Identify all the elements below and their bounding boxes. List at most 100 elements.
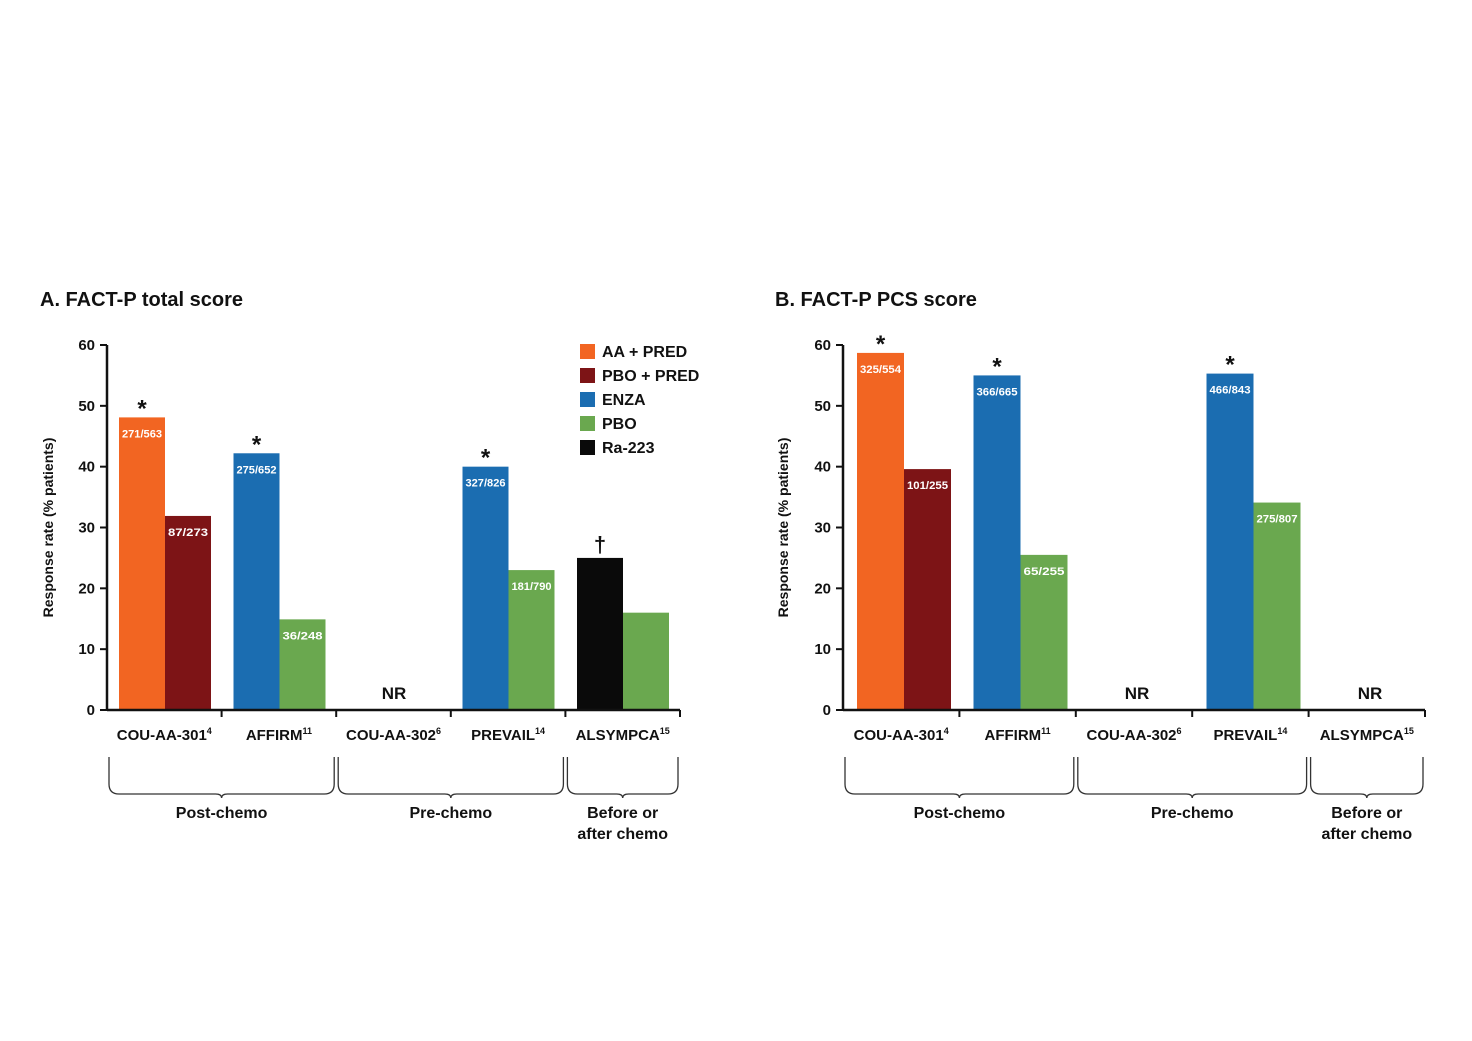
x-tick-label-name: PREVAIL: [1213, 727, 1277, 744]
x-tick-label-reference: 4: [207, 726, 212, 736]
x-tick-label-reference: 11: [302, 726, 312, 736]
x-tick-label-name: ALSYMPCA: [576, 727, 660, 744]
y-tick-label: 0: [87, 702, 95, 719]
bar-aa-pred: [857, 352, 904, 710]
y-axis-label: Response rate (% patients): [40, 438, 56, 618]
bar-data-label: 366/665: [977, 386, 1018, 398]
legend-label: Ra-223: [602, 440, 655, 457]
x-tick-label-name: AFFIRM: [246, 727, 303, 744]
not-reported-label: NR: [1125, 684, 1150, 703]
group-label: Before or after chemo: [577, 805, 668, 843]
x-tick-label: COU-AA-3014: [117, 726, 212, 744]
significance-asterisk: *: [252, 431, 262, 458]
significance-asterisk: *: [876, 331, 886, 358]
group-label-line: after chemo: [577, 826, 668, 843]
bar-data-label: 327/826: [466, 478, 506, 490]
bar-data-label: 87/273: [168, 527, 208, 539]
legend-label: ENZA: [602, 392, 646, 409]
group-label-line: Pre-chemo: [409, 805, 492, 822]
x-tick-label-name: PREVAIL: [471, 727, 535, 744]
group-label-line: Post-chemo: [914, 805, 1006, 822]
bar-pbo: [1020, 554, 1068, 710]
bar-pbo: [279, 619, 326, 710]
significance-dagger: †: [594, 532, 606, 557]
x-tick-label-name: COU-AA-302: [1086, 727, 1176, 744]
significance-asterisk: *: [137, 395, 147, 422]
x-tick-label-reference: 15: [1404, 726, 1414, 736]
bar-data-label: 325/554: [860, 364, 902, 376]
x-tick-label: PREVAIL14: [471, 726, 545, 744]
group-brace: [1077, 757, 1308, 799]
bar-pbo: [623, 612, 669, 710]
group-label: Post-chemo: [914, 805, 1006, 822]
x-tick-label-reference: 14: [535, 726, 545, 736]
y-tick-label: 20: [78, 580, 95, 597]
group-brace: [108, 757, 335, 799]
bar-data-label: 275/652: [237, 464, 277, 476]
group-label: Pre-chemo: [1151, 805, 1234, 822]
x-tick-label: COU-AA-3026: [1086, 726, 1181, 744]
x-tick-label-name: COU-AA-301: [854, 727, 944, 744]
bar-enza: [1206, 373, 1254, 710]
x-tick-label-reference: 6: [436, 726, 441, 736]
legend-label: PBO: [602, 416, 637, 433]
x-tick-label: COU-AA-3026: [346, 726, 441, 744]
group-label: Before or after chemo: [1321, 805, 1412, 843]
bar-data-label: 36/248: [283, 630, 323, 642]
x-tick-label-name: COU-AA-301: [117, 727, 207, 744]
group-brace: [566, 757, 679, 799]
bar-enza: [973, 375, 1021, 710]
y-tick-label: 30: [814, 520, 831, 537]
significance-asterisk: *: [992, 353, 1002, 380]
chart-title: A. FACT-P total score: [40, 289, 243, 311]
group-label-line: Before or: [1331, 805, 1402, 822]
not-reported-label: NR: [1358, 684, 1383, 703]
x-tick-label-name: ALSYMPCA: [1320, 727, 1404, 744]
y-tick-label: 20: [814, 580, 831, 597]
x-tick-label-reference: 15: [660, 726, 670, 736]
bar-enza: [462, 466, 509, 710]
x-tick-label-reference: 11: [1041, 726, 1051, 736]
bar-pbo: [508, 570, 555, 710]
y-tick-label: 10: [78, 641, 95, 658]
bar-data-label: 65/255: [1024, 566, 1065, 578]
not-reported-label: NR: [382, 684, 407, 703]
x-tick-label-reference: 4: [944, 726, 949, 736]
y-tick-label: 40: [814, 459, 831, 476]
bar-data-label: 466/843: [1210, 385, 1251, 397]
y-tick-label: 60: [814, 337, 831, 354]
y-tick-label: 50: [814, 398, 831, 415]
x-tick-label: PREVAIL14: [1213, 726, 1287, 744]
y-axis-label: Response rate (% patients): [775, 438, 791, 618]
bar-pbo-pred: [165, 515, 211, 710]
x-tick-label: COU-AA-3014: [854, 726, 949, 744]
bar-enza: [233, 453, 280, 710]
bar-data-label: 271/563: [122, 428, 162, 440]
group-label: Pre-chemo: [409, 805, 492, 822]
bar-data-label: 275/807: [1257, 514, 1298, 526]
significance-asterisk: *: [1225, 352, 1235, 379]
group-label-line: Pre-chemo: [1151, 805, 1234, 822]
bar-ra-223: [577, 557, 623, 710]
legend-swatch: [580, 416, 595, 431]
legend-swatch: [580, 392, 595, 407]
bar-pbo-pred: [904, 469, 951, 710]
x-tick-label: AFFIRM11: [985, 726, 1051, 744]
significance-asterisk: *: [481, 445, 491, 472]
group-label: Post-chemo: [176, 805, 268, 822]
legend-label: AA + PRED: [602, 344, 687, 361]
x-tick-label: ALSYMPCA15: [1320, 726, 1414, 744]
x-tick-label: AFFIRM11: [246, 726, 312, 744]
x-tick-label-reference: 14: [1277, 726, 1287, 736]
group-label-line: after chemo: [1321, 826, 1412, 843]
chart-panel-a: A. FACT-P total score Response rate (% pa…: [40, 289, 699, 843]
y-tick-label: 50: [78, 398, 95, 415]
x-tick-label-reference: 6: [1177, 726, 1182, 736]
y-tick-label: 0: [823, 702, 831, 719]
x-tick-label-name: COU-AA-302: [346, 727, 436, 744]
legend-swatch: [580, 368, 595, 383]
y-tick-label: 40: [78, 459, 95, 476]
bar-data-label: 181/790: [512, 581, 552, 593]
legend-swatch: [580, 344, 595, 359]
